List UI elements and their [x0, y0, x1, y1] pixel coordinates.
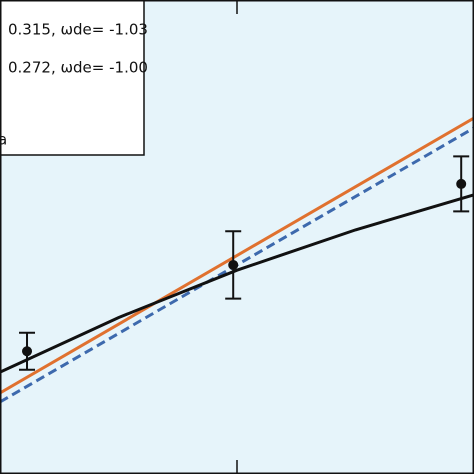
legend-label: a	[0, 131, 7, 149]
legend-label: 0.315, ωde= -1.03	[8, 21, 148, 39]
data-point	[228, 259, 239, 270]
series-line	[0, 193, 474, 374]
legend-box	[0, 0, 145, 156]
legend-label: 0.272, ωde= -1.00	[8, 59, 148, 77]
plot	[0, 116, 474, 404]
data-point	[456, 178, 467, 189]
series-line	[0, 116, 474, 395]
legend: 0.315, ωde= -1.03 0.272, ωde= -1.00 a	[0, 21, 148, 149]
data-point	[22, 346, 33, 357]
